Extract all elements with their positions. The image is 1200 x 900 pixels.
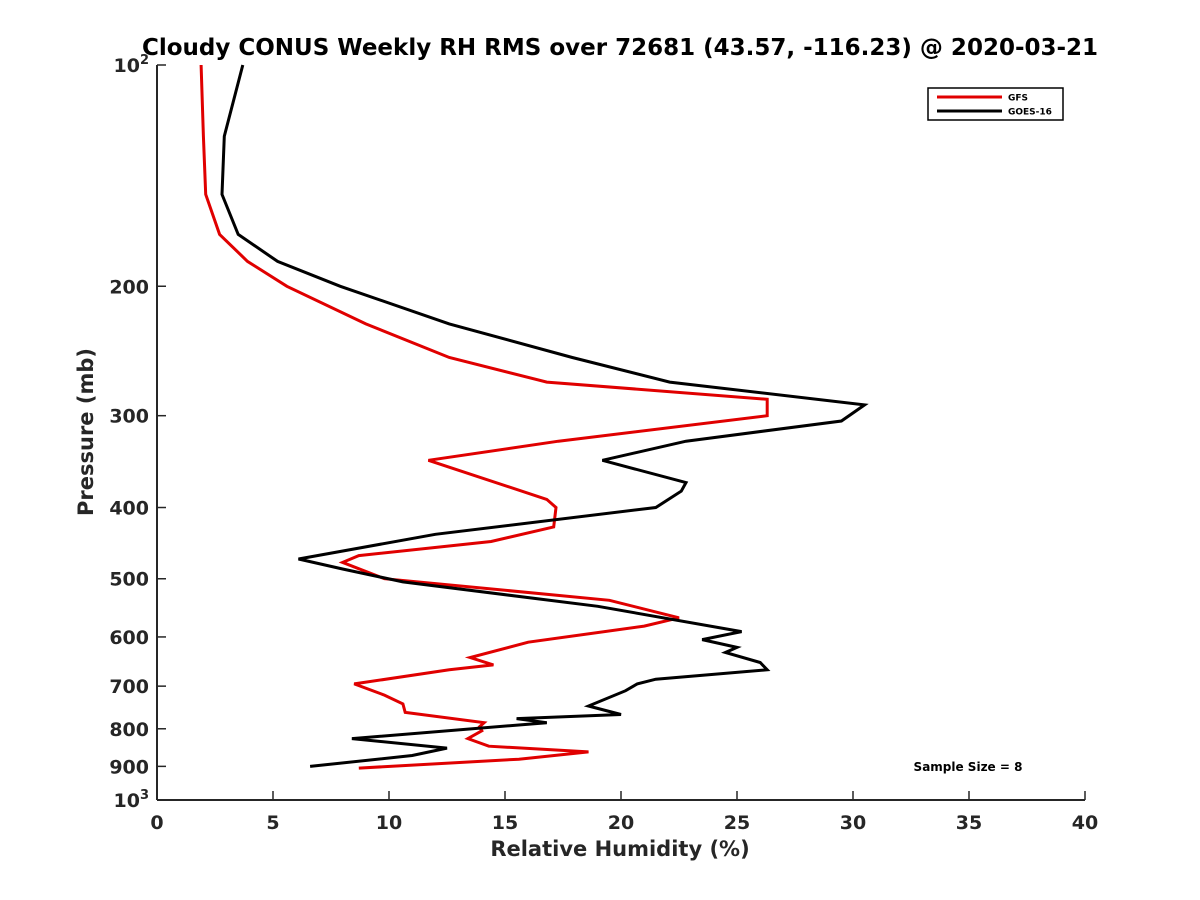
x-tick-label: 5 [266, 812, 279, 834]
x-tick-label: 15 [492, 812, 518, 834]
x-tick-label: 30 [840, 812, 866, 834]
x-tick-label: 20 [608, 812, 634, 834]
legend-label: GFS [1008, 94, 1028, 104]
y-tick-label: 102 [114, 53, 150, 77]
y-tick-label: 103 [114, 788, 150, 812]
x-tick-label: 40 [1072, 812, 1098, 834]
y-tick-label: 900 [109, 756, 149, 778]
y-tick-label: 800 [109, 719, 149, 741]
y-axis-label: Pressure (mb) [74, 348, 98, 516]
x-tick-label: 10 [376, 812, 402, 834]
y-tick-label: 400 [109, 498, 149, 520]
series-line-gfs [199, 64, 769, 770]
sample-size-annotation: Sample Size = 8 [914, 760, 1023, 774]
x-tick-label: 0 [150, 812, 163, 834]
y-ticks: 102 200 300 400 500 600 700 800 900 103 [109, 53, 166, 812]
legend-box [927, 87, 1064, 121]
chart-title: Cloudy CONUS Weekly RH RMS over 72681 (4… [142, 35, 1098, 61]
x-axis-label: Relative Humidity (%) [490, 837, 749, 861]
legend: GFS GOES-16 [927, 87, 1064, 121]
x-ticks: 0 5 10 15 20 25 30 35 40 [150, 791, 1098, 834]
y-tick-label: 700 [109, 676, 149, 698]
y-tick-label: 200 [109, 276, 149, 298]
x-tick-label: 25 [724, 812, 750, 834]
y-tick-label: 600 [109, 627, 149, 649]
x-tick-label: 35 [956, 812, 982, 834]
series-layer [199, 64, 869, 770]
y-tick-label: 500 [109, 569, 149, 591]
series-line-goes-16 [220, 64, 869, 768]
y-tick-label: 300 [109, 406, 149, 428]
legend-label: GOES-16 [1008, 108, 1052, 118]
